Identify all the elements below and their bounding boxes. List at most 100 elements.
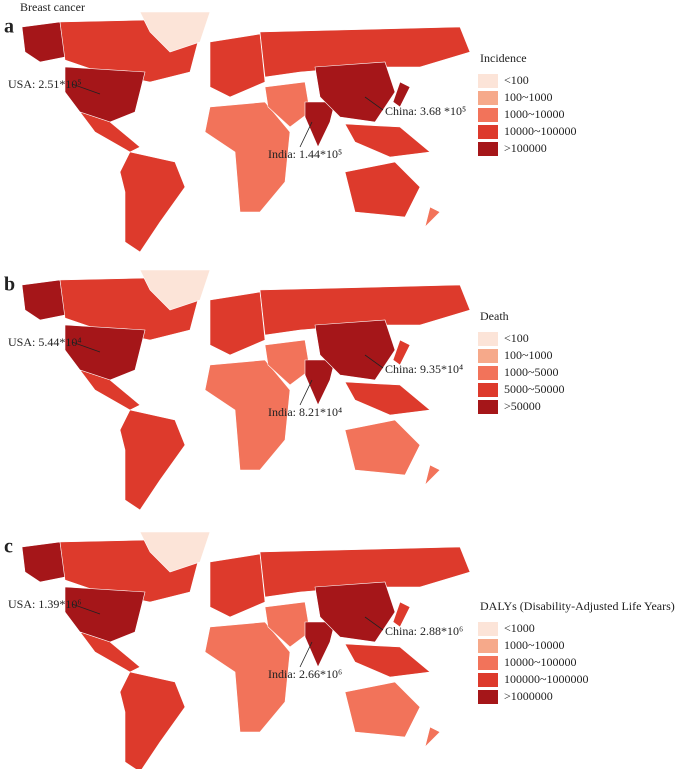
leader-line xyxy=(299,641,313,668)
country-region xyxy=(119,151,186,253)
legend-swatch xyxy=(478,622,498,636)
map-panel: c USA: 1.39*10⁶ China: 2.88*10⁶ India: 2.66… xyxy=(4,531,675,769)
panel-label: c xyxy=(4,536,13,558)
country-region xyxy=(119,409,186,511)
annotation: India: 2.66*10⁶ xyxy=(268,667,342,681)
leader-line xyxy=(71,603,101,615)
legend-swatch xyxy=(478,366,498,380)
panel-label: b xyxy=(4,274,15,296)
leader-line xyxy=(364,96,384,111)
country-region xyxy=(264,601,311,648)
country-region xyxy=(314,61,396,123)
legend-label: <100 xyxy=(504,331,529,345)
legend-label: 5000~50000 xyxy=(504,382,565,396)
legend-label: 10000~100000 xyxy=(504,655,577,669)
country-region xyxy=(259,26,471,78)
leader-line xyxy=(364,354,384,369)
annotation: China: 3.68 *10⁵ xyxy=(385,104,466,118)
legend-title: DALYs (Disability-Adjusted Life Years) xyxy=(480,599,675,613)
legend-label: 100000~1000000 xyxy=(504,672,589,686)
country-region xyxy=(79,111,141,153)
country-region xyxy=(209,291,266,356)
country-region xyxy=(392,601,411,628)
legend-swatch xyxy=(478,656,498,670)
legend-title: Death xyxy=(480,309,509,323)
country-region xyxy=(344,643,431,678)
map-panel: a USA: 2.51*10⁵ China: 3.68 *10⁵ India: 1.4… xyxy=(4,11,577,253)
panel-label: a xyxy=(4,16,14,38)
country-region xyxy=(304,621,336,668)
legend-swatch xyxy=(478,332,498,346)
country-region xyxy=(392,81,411,108)
leader-line xyxy=(299,379,313,406)
legend-label: 1000~10000 xyxy=(504,107,565,121)
annotation: India: 1.44*10⁵ xyxy=(268,147,342,161)
country-region xyxy=(119,671,186,769)
country-region xyxy=(264,81,311,128)
legend-label: 10000~100000 xyxy=(504,124,577,138)
legend-label: 1000~10000 xyxy=(504,638,565,652)
country-region xyxy=(344,381,431,416)
legend-label: >1000000 xyxy=(504,689,553,703)
country-region xyxy=(424,464,441,486)
country-region xyxy=(64,586,146,643)
legend-swatch xyxy=(478,673,498,687)
legend-label: >50000 xyxy=(504,399,541,413)
country-region xyxy=(344,419,421,476)
country-region xyxy=(64,66,146,123)
country-region xyxy=(424,726,441,748)
country-region xyxy=(64,324,146,381)
legend-swatch xyxy=(478,125,498,139)
legend-swatch xyxy=(478,400,498,414)
legend-label: 1000~5000 xyxy=(504,365,559,379)
country-region xyxy=(259,546,471,598)
country-region xyxy=(79,631,141,673)
legend-swatch xyxy=(478,690,498,704)
legend-label: <100 xyxy=(504,73,529,87)
country-region xyxy=(264,339,311,386)
country-region xyxy=(259,284,471,336)
country-region xyxy=(209,553,266,618)
legend-swatch xyxy=(478,383,498,397)
annotation: USA: 1.39*10⁶ xyxy=(8,597,82,611)
country-region xyxy=(21,21,66,63)
country-region xyxy=(392,339,411,366)
legend-swatch xyxy=(478,74,498,88)
legend-label: 100~1000 xyxy=(504,90,553,104)
country-region xyxy=(21,541,66,583)
country-region xyxy=(344,161,421,218)
legend-swatch xyxy=(478,108,498,122)
leader-line xyxy=(71,83,101,95)
legend-label: <1000 xyxy=(504,621,535,635)
annotation: USA: 2.51*10⁵ xyxy=(8,77,82,91)
country-region xyxy=(209,33,266,98)
country-region xyxy=(79,369,141,411)
country-region xyxy=(344,681,421,738)
legend-swatch xyxy=(478,142,498,156)
annotation: USA: 5.44*10⁴ xyxy=(8,335,82,349)
country-region xyxy=(424,206,441,228)
country-region xyxy=(139,11,211,53)
leader-line xyxy=(71,341,101,353)
country-region xyxy=(304,101,336,148)
country-region xyxy=(314,581,396,643)
annotation: China: 2.88*10⁶ xyxy=(385,624,463,638)
annotation: India: 8.21*10⁴ xyxy=(268,405,342,419)
map-panel: b USA: 5.44*10⁴ China: 9.35*10⁴ India: 8.21… xyxy=(4,269,565,511)
legend-label: 100~1000 xyxy=(504,348,553,362)
leader-line xyxy=(364,616,384,631)
country-region xyxy=(139,531,211,573)
legend-swatch xyxy=(478,349,498,363)
country-region xyxy=(21,279,66,321)
leader-line xyxy=(299,121,313,148)
country-region xyxy=(344,123,431,158)
legend-swatch xyxy=(478,91,498,105)
country-region xyxy=(139,269,211,311)
legend-label: >100000 xyxy=(504,141,547,155)
legend-swatch xyxy=(478,639,498,653)
figure-title: Breast cancer xyxy=(20,0,85,14)
annotation: China: 9.35*10⁴ xyxy=(385,362,463,376)
legend-title: Incidence xyxy=(480,51,527,65)
country-region xyxy=(304,359,336,406)
